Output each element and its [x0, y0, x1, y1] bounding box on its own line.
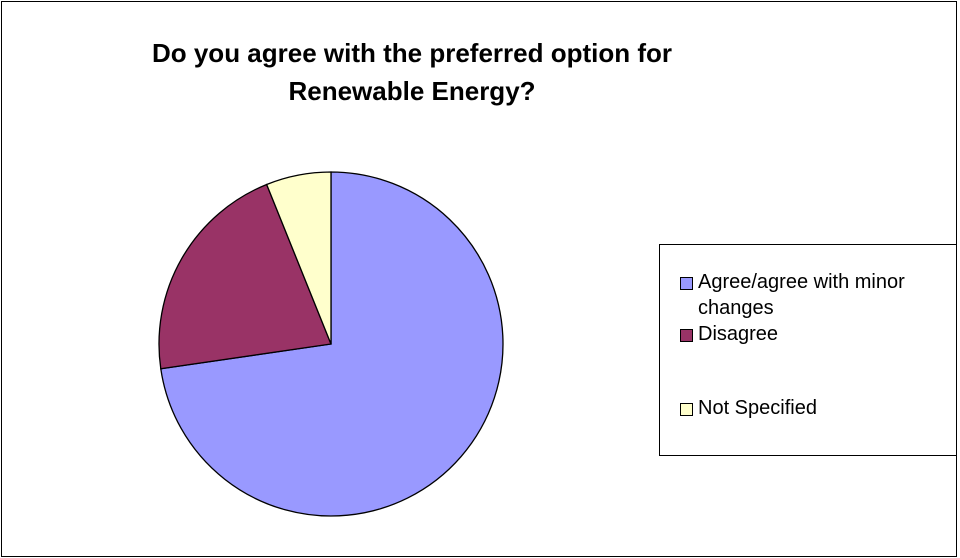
legend-label-disagree: Disagree: [698, 323, 779, 345]
pie-slice-agree: [160, 171, 504, 517]
pie-slice-disagree: [158, 183, 332, 370]
legend-label-agree: Agree/agree with minor changes: [698, 271, 905, 319]
pie-slice-not-specified: [265, 171, 332, 345]
legend-label-not-specified: Not Specified: [698, 397, 817, 419]
legend-swatch-agree: [680, 277, 693, 290]
chart-title-line-2: Renewable Energy?: [288, 76, 536, 106]
legend-swatch-not-specified: [680, 403, 693, 416]
legend-swatch-disagree: [680, 329, 693, 342]
pie-group: [158, 171, 504, 517]
chart-title: Do you agree with the preferred option f…: [62, 34, 762, 110]
chart-title-line-1: Do you agree with the preferred option f…: [151, 38, 673, 68]
legend: Agree/agree with minor changes Disagree N…: [659, 244, 956, 456]
